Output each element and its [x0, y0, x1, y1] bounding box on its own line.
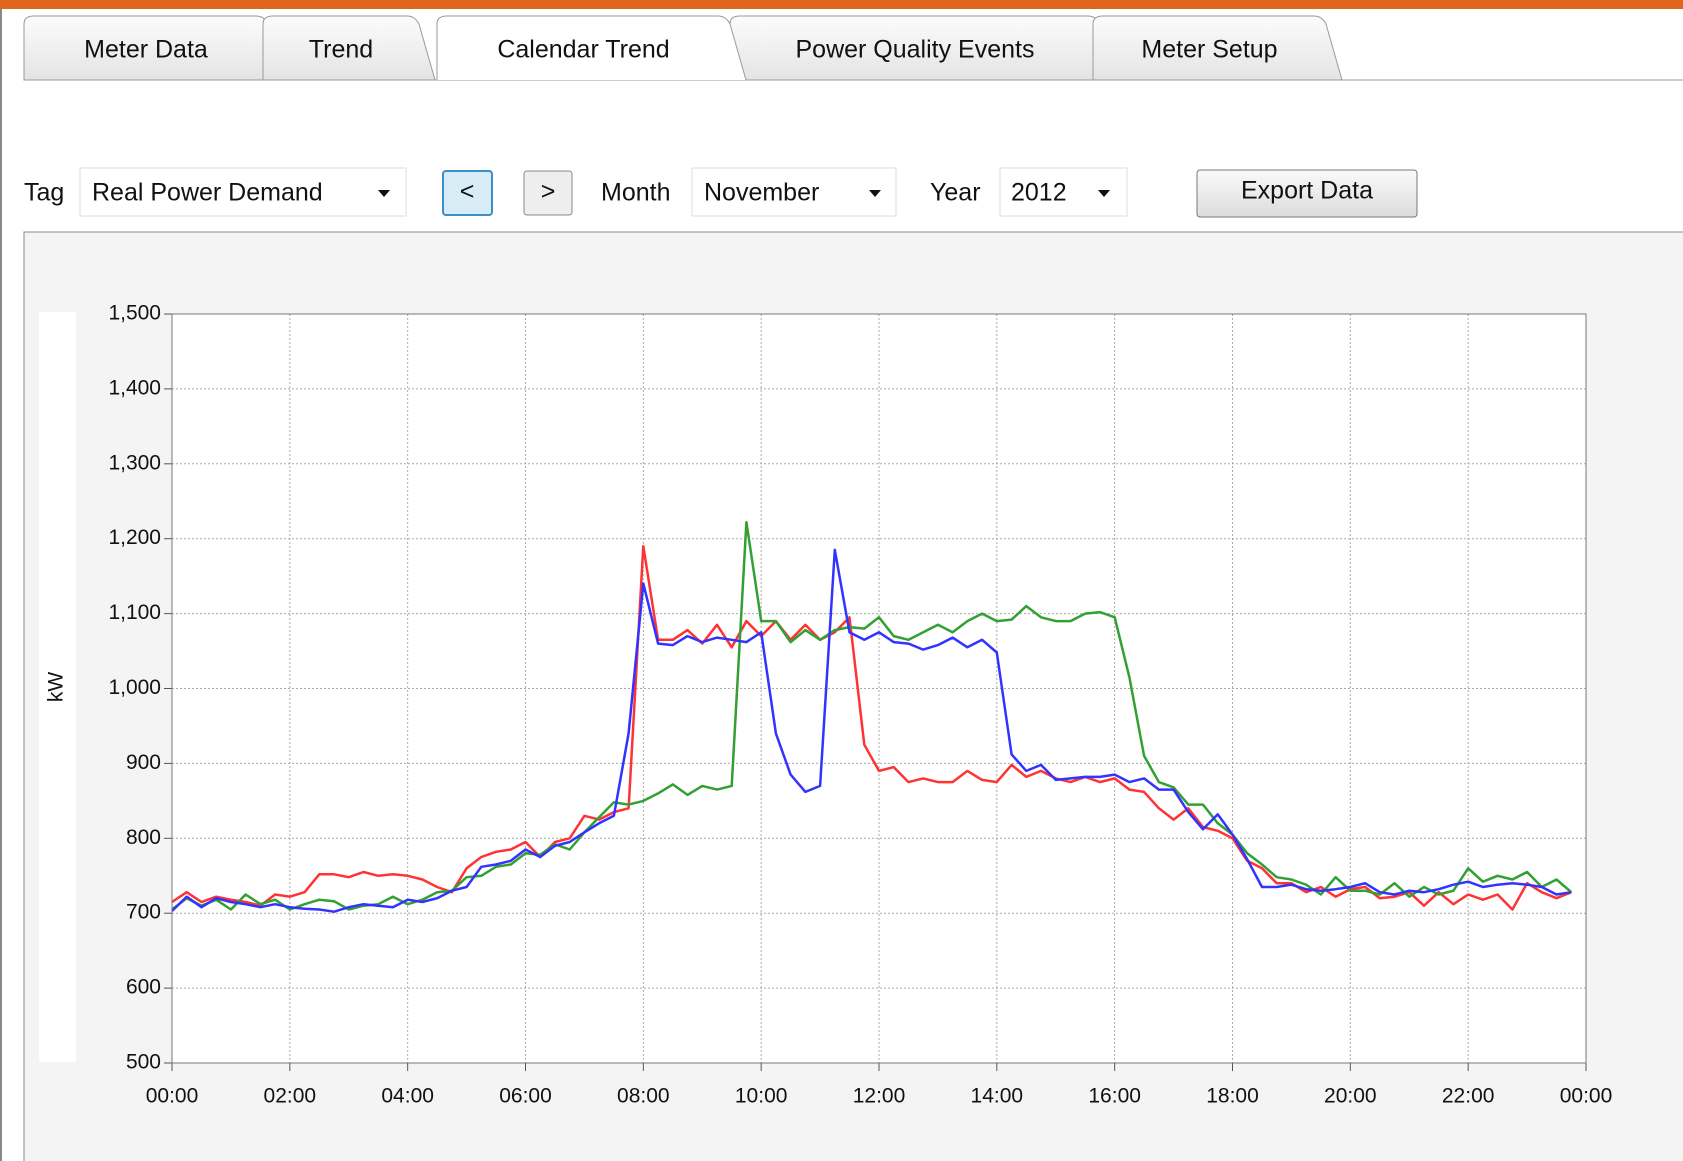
tag-select[interactable] [79, 167, 407, 217]
year-label: Year [930, 179, 981, 207]
export-button[interactable] [1196, 169, 1418, 218]
x-tick-label: 22:00 [1442, 1085, 1495, 1108]
year-value: 2012 [1011, 179, 1067, 207]
series-line [171, 520, 1573, 911]
plot-border [171, 313, 1587, 1064]
axis-strip [39, 312, 76, 1062]
series-line [171, 544, 1572, 911]
x-tick-label: 08:00 [617, 1085, 670, 1108]
top-bar [0, 0, 1683, 9]
month-value: November [704, 179, 819, 207]
y-tick-label: 900 [126, 751, 161, 774]
active-tab[interactable] [436, 15, 747, 81]
next-button[interactable] [523, 170, 573, 216]
month-label: Month [601, 179, 670, 207]
export-label: Export Data [1241, 177, 1373, 205]
tag-value: Real Power Demand [92, 179, 323, 207]
y-tick-label: 1,300 [108, 451, 161, 474]
x-tick-label: 10:00 [735, 1085, 788, 1108]
tab-label: Meter Setup [1141, 36, 1277, 64]
x-tick-label: 06:00 [499, 1085, 552, 1108]
x-tick-label: 00:00 [146, 1085, 199, 1108]
y-tick-label: 700 [126, 901, 161, 924]
y-tick-label: 600 [126, 976, 161, 999]
series-line [171, 548, 1572, 913]
x-tick-label: 14:00 [971, 1085, 1024, 1108]
y-axis-label: kW [45, 672, 68, 703]
tab[interactable] [1092, 15, 1343, 81]
y-tick-label: 1,100 [108, 601, 161, 624]
dropdown-arrow [1098, 190, 1110, 197]
prev-label: < [460, 178, 475, 206]
x-tick-label: 18:00 [1206, 1085, 1259, 1108]
x-tick-label: 20:00 [1324, 1085, 1377, 1108]
y-tick-label: 1,000 [108, 676, 161, 699]
y-tick-label: 1,200 [108, 526, 161, 549]
next-label: > [541, 178, 556, 206]
x-tick-label: 04:00 [381, 1085, 434, 1108]
tab-label: Power Quality Events [796, 36, 1035, 64]
tab-label: Meter Data [84, 36, 208, 64]
x-tick-label: 00:00 [1560, 1085, 1613, 1108]
tab-label: Calendar Trend [497, 36, 669, 64]
prev-button[interactable] [442, 170, 493, 216]
tab-bar: Meter Data Trend Power Quality Events Meter… [23, 15, 1343, 81]
month-select[interactable] [691, 167, 897, 217]
dropdown-arrow [869, 190, 881, 197]
x-tick-label: 02:00 [264, 1085, 317, 1108]
y-tick-label: 1,400 [108, 376, 161, 399]
y-tick-label: 1,500 [108, 302, 161, 325]
x-tick-label: 16:00 [1088, 1085, 1141, 1108]
tab-label: Trend [309, 36, 373, 64]
x-tick-label: 12:00 [853, 1085, 906, 1108]
y-tick-label: 500 [126, 1051, 161, 1074]
y-tick-label: 800 [126, 826, 161, 849]
tab[interactable] [262, 15, 436, 81]
dropdown-arrow [378, 190, 390, 197]
tag-label: Tag [24, 179, 64, 207]
